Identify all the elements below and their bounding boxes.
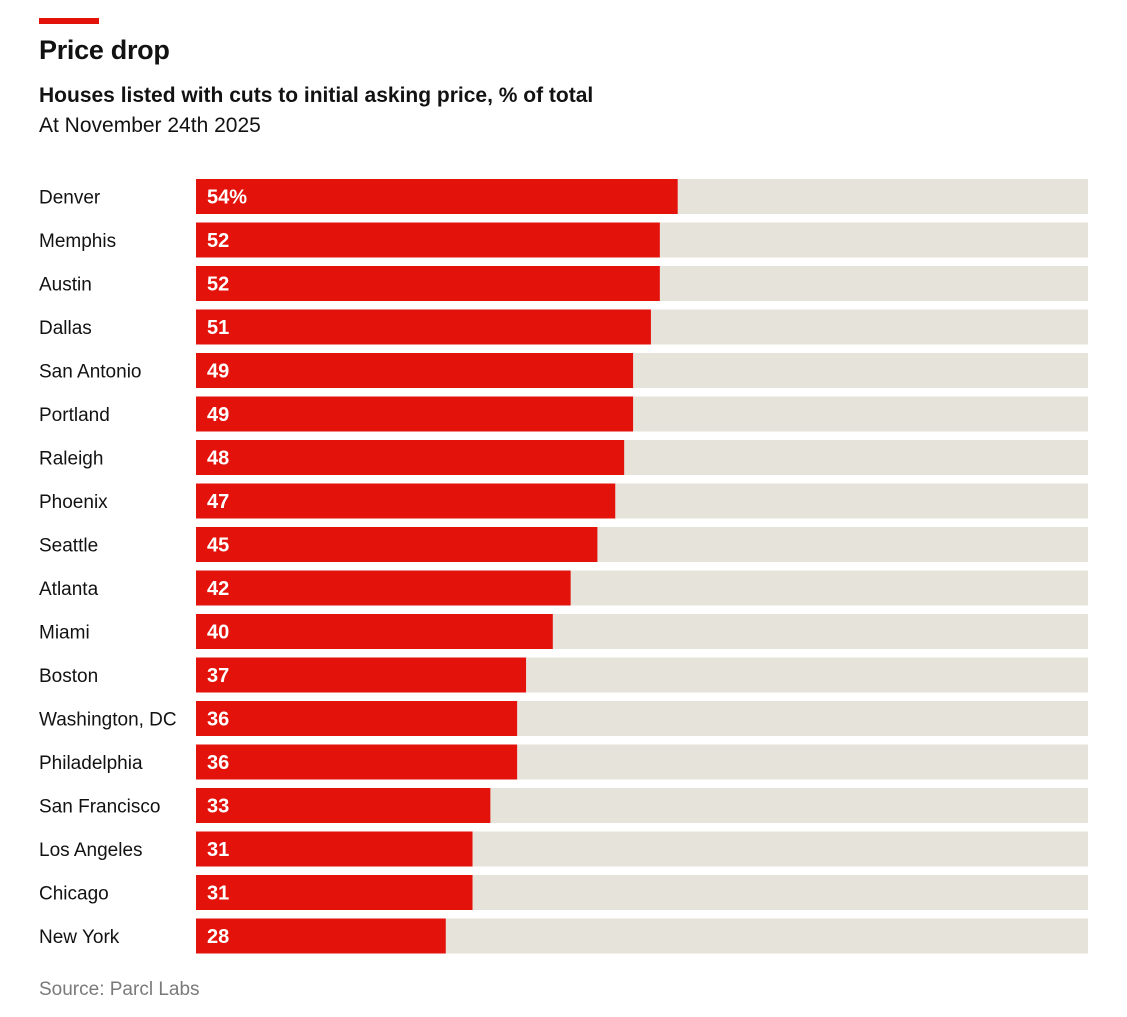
bar bbox=[196, 222, 660, 258]
bar bbox=[196, 266, 660, 301]
category-label: Austin bbox=[39, 275, 92, 296]
category-label: Atlanta bbox=[39, 579, 99, 600]
category-label: Raleigh bbox=[39, 449, 103, 470]
bar-row: Seattle 45 bbox=[39, 527, 1088, 562]
value-label: 28 bbox=[207, 926, 229, 948]
value-label: 36 bbox=[207, 709, 229, 731]
value-label: 49 bbox=[207, 404, 229, 426]
bar bbox=[196, 918, 446, 954]
chart-subtitle: Houses listed with cuts to initial askin… bbox=[39, 84, 594, 107]
bar-row: Washington, DC 36 bbox=[39, 701, 1088, 736]
bar-row: Portland 49 bbox=[39, 396, 1088, 432]
bar bbox=[196, 614, 553, 649]
bar-row: Boston 37 bbox=[39, 657, 1088, 693]
bar-row: Phoenix 47 bbox=[39, 483, 1088, 519]
bar bbox=[196, 483, 616, 519]
value-label: 36 bbox=[207, 752, 229, 774]
value-label: 52 bbox=[207, 274, 229, 296]
bar bbox=[196, 570, 571, 606]
bar-row: Raleigh 48 bbox=[39, 440, 1088, 475]
category-label: Washington, DC bbox=[39, 710, 177, 731]
bar bbox=[196, 788, 491, 823]
bar-row: Memphis 52 bbox=[39, 222, 1088, 258]
bar-row: New York 28 bbox=[39, 918, 1088, 954]
category-label: Boston bbox=[39, 666, 98, 687]
value-label: 31 bbox=[207, 839, 229, 861]
bar bbox=[196, 179, 678, 214]
value-label: 49 bbox=[207, 361, 229, 383]
value-label: 47 bbox=[207, 491, 229, 513]
value-label: 52 bbox=[207, 230, 229, 252]
value-label: 31 bbox=[207, 883, 229, 905]
chart-date-note: At November 24th 2025 bbox=[39, 114, 261, 137]
category-label: Dallas bbox=[39, 318, 92, 339]
category-label: New York bbox=[39, 927, 120, 948]
chart-title: Price drop bbox=[39, 35, 170, 65]
bar-row: Philadelphia 36 bbox=[39, 744, 1088, 780]
bar bbox=[196, 657, 527, 693]
value-label: 33 bbox=[207, 796, 229, 818]
value-label: 42 bbox=[207, 578, 229, 600]
bar bbox=[196, 701, 518, 736]
bar-row: Miami 40 bbox=[39, 614, 1088, 649]
bar-row: Dallas 51 bbox=[39, 309, 1088, 345]
bar bbox=[196, 440, 625, 475]
category-label: Memphis bbox=[39, 231, 116, 252]
value-label: 37 bbox=[207, 665, 229, 687]
category-label: Miami bbox=[39, 623, 90, 644]
category-label: Denver bbox=[39, 188, 101, 209]
category-label: Seattle bbox=[39, 536, 98, 557]
bar bbox=[196, 744, 518, 780]
value-label: 45 bbox=[207, 535, 229, 557]
bar bbox=[196, 309, 651, 345]
value-label: 51 bbox=[207, 317, 229, 339]
category-label: Portland bbox=[39, 405, 110, 426]
bar bbox=[196, 396, 634, 432]
bar-row: Austin 52 bbox=[39, 266, 1088, 301]
bar bbox=[196, 353, 634, 388]
category-label: Phoenix bbox=[39, 492, 108, 513]
category-label: San Francisco bbox=[39, 797, 160, 818]
value-label: 48 bbox=[207, 448, 229, 470]
bar-row: Atlanta 42 bbox=[39, 570, 1088, 606]
category-label: Chicago bbox=[39, 884, 109, 905]
accent-rule bbox=[39, 18, 99, 24]
bar bbox=[196, 875, 473, 910]
category-label: Los Angeles bbox=[39, 840, 143, 861]
bar bbox=[196, 527, 598, 562]
bar-row: San Francisco 33 bbox=[39, 788, 1088, 823]
value-label: 40 bbox=[207, 622, 229, 644]
bar-row: San Antonio 49 bbox=[39, 353, 1088, 388]
bar-row: Los Angeles 31 bbox=[39, 831, 1088, 867]
category-label: San Antonio bbox=[39, 362, 141, 383]
bar bbox=[196, 831, 473, 867]
bar-row: Denver 54% bbox=[39, 179, 1088, 214]
value-label: 54% bbox=[207, 187, 247, 209]
category-label: Philadelphia bbox=[39, 753, 143, 774]
source-note: Source: Parcl Labs bbox=[39, 979, 200, 1000]
bar-row: Chicago 31 bbox=[39, 875, 1088, 910]
